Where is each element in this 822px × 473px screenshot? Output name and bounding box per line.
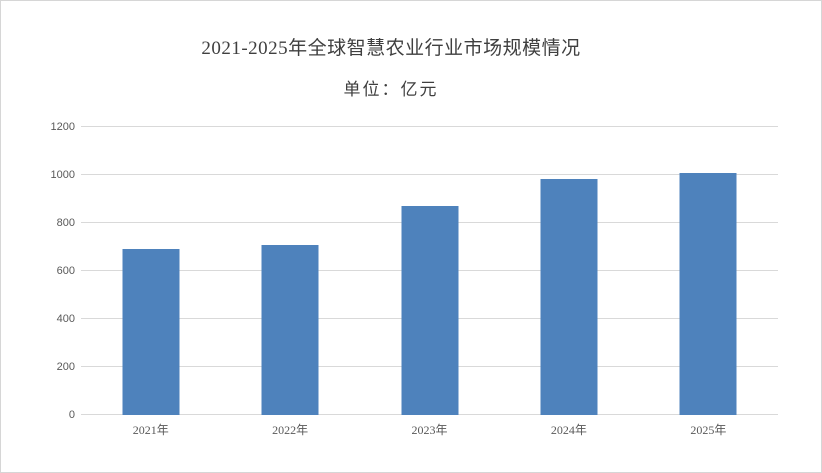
gridline [81, 174, 778, 175]
y-tick-label: 600 [56, 265, 75, 277]
plot-area [81, 126, 778, 415]
bar-2023年 [401, 206, 459, 415]
bar-2024年 [540, 178, 598, 415]
x-tick-label: 2023年 [411, 423, 448, 437]
chart-title: 2021-2025年全球智慧农业行业市场规模情况 [201, 38, 581, 59]
x-tick-label: 2022年 [272, 423, 309, 437]
gridline [81, 126, 778, 127]
y-tick-label: 800 [56, 217, 75, 229]
x-axis: 2021年 2022年 2023年 2024年 2025年 [81, 421, 778, 438]
bar-slot [639, 127, 778, 415]
x-tick-label: 2021年 [132, 423, 169, 437]
bar-slot [499, 127, 638, 415]
bar-series [81, 127, 778, 415]
bar-slot [220, 127, 359, 415]
x-tick-label: 2025年 [690, 423, 727, 437]
bar-slot [360, 127, 499, 415]
y-tick-label: 400 [56, 313, 75, 325]
chart-unit-label: 单位：亿元 [343, 80, 439, 99]
bar-2025年 [679, 172, 737, 415]
y-tick-label: 1200 [50, 121, 75, 133]
y-tick-label: 1000 [50, 169, 75, 181]
x-tick-label: 2024年 [550, 423, 587, 437]
y-tick-label: 200 [56, 361, 75, 373]
y-tick-label: 0 [68, 409, 75, 421]
bar-slot [81, 127, 220, 415]
bar-2022年 [261, 244, 319, 415]
bar-2021年 [122, 249, 180, 415]
y-axis: 0 200 400 600 800 1000 1200 [1, 121, 75, 421]
